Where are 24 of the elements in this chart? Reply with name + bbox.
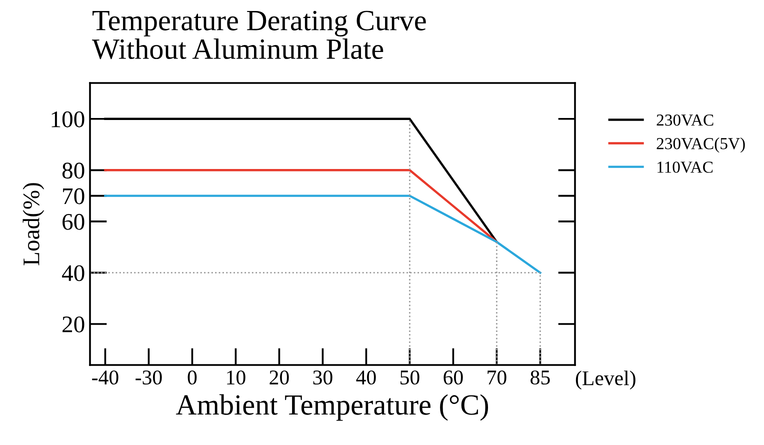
x-tick-label: -40 xyxy=(92,370,118,385)
y-tick-label: 20 xyxy=(62,316,84,332)
x-axis-title: Ambient Temperature (°C) xyxy=(176,394,488,421)
legend-label: 230VAC(5V) xyxy=(656,138,745,153)
y-tick-label: 70 xyxy=(63,188,84,204)
y-tick-label: 80 xyxy=(62,162,84,179)
x-tick-label: 85 xyxy=(530,370,550,385)
y-tick-label: 60 xyxy=(62,214,84,230)
x-tick-label: 10 xyxy=(227,370,246,385)
x-tick-label: 40 xyxy=(356,370,376,385)
x-tick-label: 60 xyxy=(444,370,463,385)
y-tick-label: 100 xyxy=(52,111,84,128)
x-tick-label: 30 xyxy=(313,370,332,385)
x-tick-label: 0 xyxy=(188,370,197,385)
x-tick-label: -30 xyxy=(136,370,162,385)
legend-label: 230VAC xyxy=(656,114,714,126)
y-tick-label: 40 xyxy=(62,265,84,282)
x-tick-label: 70 xyxy=(488,370,506,385)
x-tick-label: 50 xyxy=(400,370,420,385)
chart-title: Temperature Derating Curve Without Aluminum Plate xyxy=(92,10,426,60)
y-axis-title: Load(%) xyxy=(22,183,44,266)
legend-label: 110VAC xyxy=(658,162,713,173)
text: (Level) xyxy=(576,370,636,390)
x-tick-label: 20 xyxy=(270,370,289,385)
